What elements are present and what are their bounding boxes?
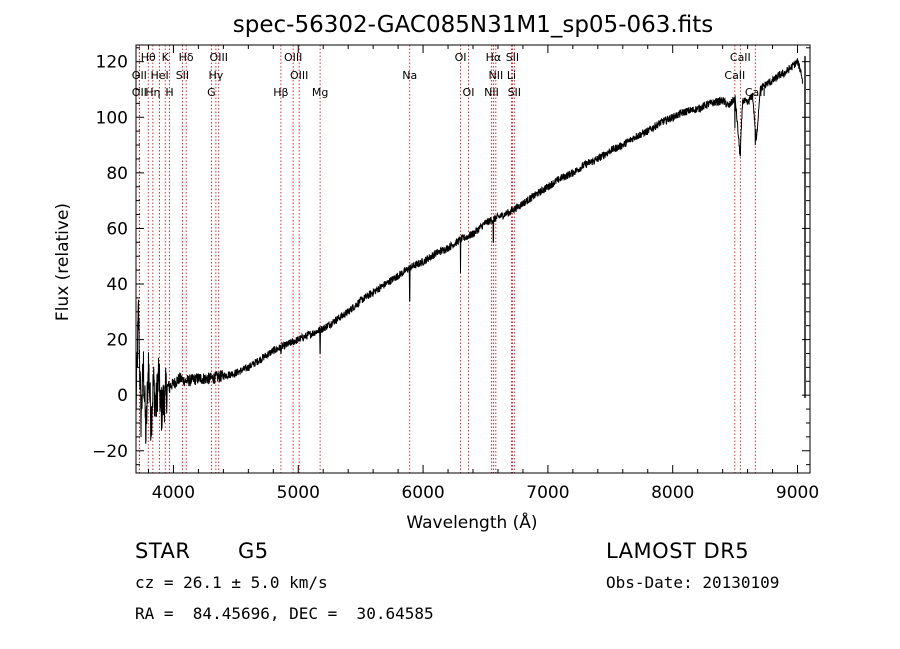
line-label: Na bbox=[402, 69, 417, 82]
spectrum-line bbox=[135, 58, 803, 444]
x-tick-label: 6000 bbox=[401, 483, 444, 503]
x-tick-label: 8000 bbox=[651, 483, 694, 503]
line-label: SII bbox=[506, 51, 519, 64]
y-tick-label: 60 bbox=[106, 219, 128, 239]
redshift-readout: cz = 26.1 ± 5.0 km/s bbox=[135, 573, 328, 592]
y-tick-label: 120 bbox=[96, 53, 128, 73]
spectral-line-markers bbox=[138, 45, 756, 473]
line-label: CaII bbox=[724, 69, 745, 82]
line-label: SII bbox=[508, 86, 521, 99]
line-label: OIII bbox=[284, 51, 302, 64]
line-label: Hβ bbox=[273, 86, 288, 99]
x-tick-label: 4000 bbox=[152, 483, 195, 503]
y-tick-label: −20 bbox=[92, 442, 128, 462]
x-tick-label: 5000 bbox=[277, 483, 320, 503]
line-label: NII bbox=[484, 86, 499, 99]
line-label: CaII bbox=[730, 51, 751, 64]
obs-date: Obs-Date: 20130109 bbox=[606, 573, 780, 592]
y-tick-label: 20 bbox=[106, 331, 128, 351]
y-tick-label: 40 bbox=[106, 275, 128, 295]
line-label: SII bbox=[176, 69, 189, 82]
object-class: STAR bbox=[135, 539, 191, 563]
line-label: Hγ bbox=[208, 69, 223, 82]
line-label: Hδ bbox=[179, 51, 194, 64]
y-tick-label: 80 bbox=[106, 164, 128, 184]
coordinates: RA = 84.45696, DEC = 30.64585 bbox=[135, 604, 434, 623]
y-tick-label: 100 bbox=[96, 108, 128, 128]
line-label: OIII bbox=[210, 51, 228, 64]
survey-label: LAMOST DR5 bbox=[606, 539, 750, 563]
y-axis: −20 0 20 40 60 80 100 120 bbox=[92, 47, 810, 466]
line-label: Mg bbox=[312, 86, 328, 99]
line-label: G bbox=[207, 86, 216, 99]
line-label: OIII bbox=[290, 69, 308, 82]
line-label: NII bbox=[488, 69, 503, 82]
x-axis: 4000 5000 6000 7000 8000 9000 bbox=[147, 45, 819, 503]
line-label: K bbox=[162, 51, 170, 64]
x-axis-label: Wavelength (Å) bbox=[406, 511, 537, 533]
line-label: H bbox=[165, 86, 173, 99]
x-tick-label: 9000 bbox=[776, 483, 819, 503]
line-label: Hη bbox=[145, 86, 160, 99]
line-label: OI bbox=[463, 86, 475, 99]
line-label: Hα bbox=[486, 51, 502, 64]
y-tick-label: 0 bbox=[117, 386, 128, 406]
line-label: Hθ bbox=[141, 51, 156, 64]
line-label: Li bbox=[507, 69, 516, 82]
line-label: OI bbox=[455, 51, 467, 64]
spectrum-series bbox=[135, 56, 806, 444]
line-label: HeI bbox=[150, 69, 168, 82]
y-axis-label: Flux (relative) bbox=[53, 203, 73, 321]
chart-title: spec-56302-GAC085N31M1_sp05-063.fits bbox=[233, 12, 713, 38]
object-subclass: G5 bbox=[238, 539, 269, 563]
x-tick-label: 7000 bbox=[526, 483, 569, 503]
plot-frame bbox=[135, 44, 811, 474]
